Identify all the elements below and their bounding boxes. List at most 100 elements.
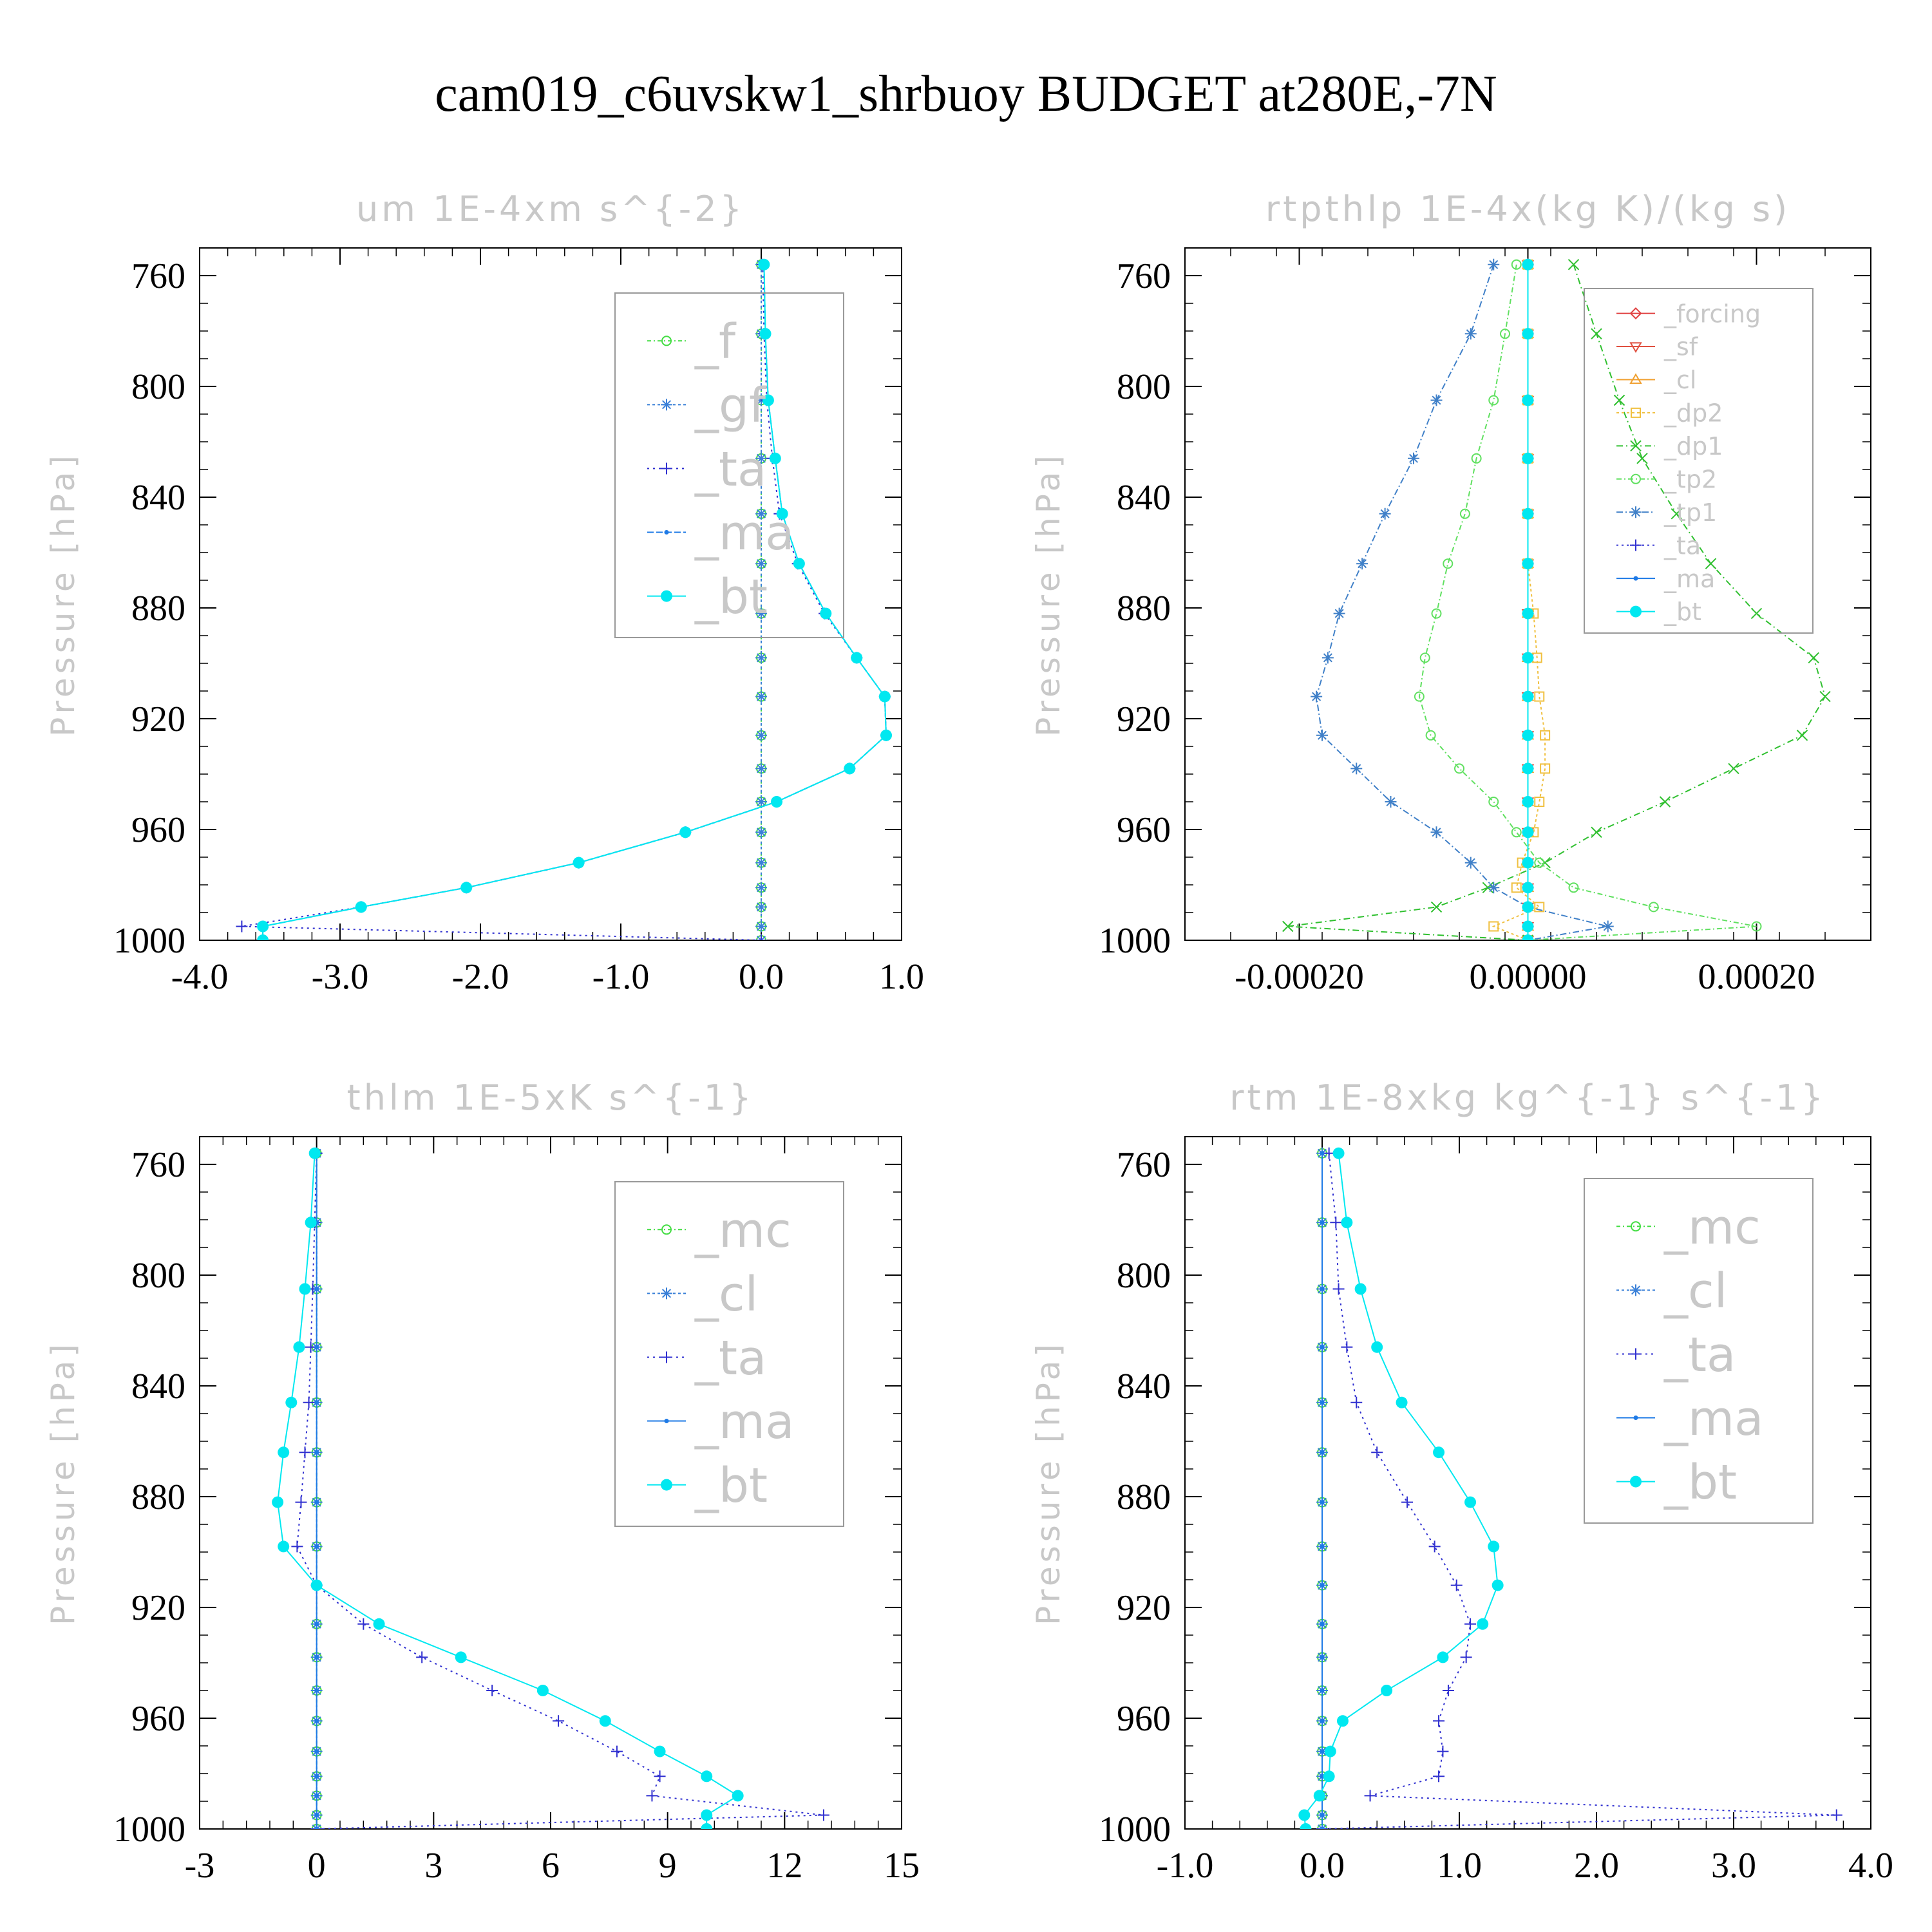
data-point (278, 1540, 290, 1553)
data-point (272, 1496, 284, 1508)
x-tick-label: 12 (766, 1846, 802, 1886)
y-tick-label: 840 (131, 478, 185, 518)
data-point (769, 452, 781, 464)
data-point (1522, 729, 1534, 741)
plot-frame (199, 247, 902, 941)
data-point (880, 729, 893, 741)
data-point (1364, 1790, 1376, 1802)
data-point (314, 1793, 319, 1798)
legend-marker (1629, 307, 1642, 319)
data-point (646, 1790, 658, 1802)
data-point (1320, 1544, 1325, 1549)
data-point (851, 652, 863, 664)
data-point (1385, 796, 1397, 808)
data-point (1534, 902, 1545, 913)
data-point (1796, 730, 1808, 741)
data-point (755, 857, 767, 869)
legend-entry: _bt (1663, 598, 1701, 626)
data-point (1591, 826, 1602, 838)
data-point (1332, 1283, 1345, 1295)
data-point (1298, 1809, 1311, 1821)
legend-entry: _ma (1663, 1391, 1763, 1446)
legend-marker (661, 590, 672, 602)
y-axis-label: Pressure [hPa] (44, 451, 82, 737)
data-point (1648, 902, 1659, 913)
legend-entry: _cl (694, 1267, 758, 1322)
legend-entry: _tp1 (1663, 498, 1717, 527)
data-point (1488, 395, 1499, 406)
panel-1: um 1E-4xm s^{-2} Pressure [hPa] 760 800 840 8… (44, 189, 924, 997)
data-point (1511, 882, 1522, 893)
panel-3: thlm 1E-5xK s^{-1} Pressure [hPa] 760 800 84… (44, 1077, 920, 1886)
legend-marker (1633, 1416, 1638, 1421)
data-point (1433, 1770, 1445, 1783)
data-point (308, 1147, 321, 1159)
panel-4: rtm 1E-8xkg kg^{-1} s^{-1} Pressure [hPa]… (1030, 1077, 1893, 1886)
data-point (1819, 690, 1831, 703)
data-point (1341, 1341, 1353, 1353)
y-tick-label: 760 (131, 256, 185, 296)
data-point (1431, 608, 1442, 619)
legend-entry: _ma (1663, 565, 1715, 593)
data-point (1671, 508, 1682, 520)
data-point (355, 901, 367, 913)
data-point (299, 1446, 311, 1459)
y-tick-label: 920 (1117, 1588, 1171, 1628)
series-tp2 (1414, 259, 1762, 940)
series-line (242, 264, 887, 940)
data-point (1522, 762, 1534, 775)
series-line (262, 264, 887, 940)
data-point (654, 1770, 666, 1783)
legend-entry: _tp2 (1663, 465, 1717, 493)
legend-marker (661, 336, 672, 346)
panel-title: thlm 1E-5xK s^{-1} (347, 1077, 755, 1118)
y-tick-label: 760 (131, 1145, 185, 1185)
data-point (257, 934, 269, 940)
series-dp2 (1488, 259, 1551, 940)
data-point (1414, 691, 1425, 702)
data-point (1356, 558, 1368, 570)
legend: _mc _cl _ta _ma _bt (1584, 1178, 1814, 1524)
data-point (762, 394, 774, 406)
data-point (1522, 452, 1534, 464)
data-point (314, 1774, 319, 1779)
data-point (1320, 1583, 1325, 1588)
x-tick-label: -2.0 (452, 957, 509, 997)
legend-marker (1631, 1221, 1641, 1232)
data-point (1808, 652, 1819, 664)
data-point (1430, 826, 1443, 838)
data-point (1751, 921, 1762, 932)
series-dp1 (1282, 259, 1831, 940)
series-ta (236, 258, 893, 940)
data-point (1354, 1283, 1367, 1295)
data-point (1320, 1151, 1325, 1156)
data-point (1522, 901, 1534, 913)
x-tick-label: -1.0 (592, 957, 650, 997)
data-point (1522, 826, 1534, 838)
legend-entry: _mc (1663, 1200, 1761, 1255)
data-point (1464, 1618, 1477, 1630)
x-tick-label: 0.00000 (1470, 957, 1587, 997)
legend-marker (661, 1224, 672, 1235)
y-tick-label: 960 (131, 810, 185, 850)
data-point (878, 690, 891, 703)
data-point (701, 1823, 713, 1829)
legend-marker (1630, 1475, 1642, 1488)
x-tick-label: 4.0 (1848, 1846, 1893, 1886)
y-axis-label: Pressure [hPa] (44, 1340, 82, 1625)
data-point (257, 920, 269, 933)
data-point (701, 1809, 713, 1821)
data-point (1522, 507, 1534, 520)
data-point (1425, 730, 1436, 741)
data-point (1522, 857, 1534, 869)
data-point (285, 1396, 298, 1408)
data-point (1320, 1345, 1325, 1350)
legend-entry: _ta (694, 1331, 766, 1386)
x-tick-label: 0.00020 (1698, 957, 1815, 997)
legend-marker (664, 530, 669, 535)
data-point (755, 826, 767, 838)
data-point (295, 1496, 307, 1508)
data-point (1428, 1540, 1441, 1553)
y-tick-label: 960 (131, 1699, 185, 1739)
data-point (314, 1826, 319, 1829)
